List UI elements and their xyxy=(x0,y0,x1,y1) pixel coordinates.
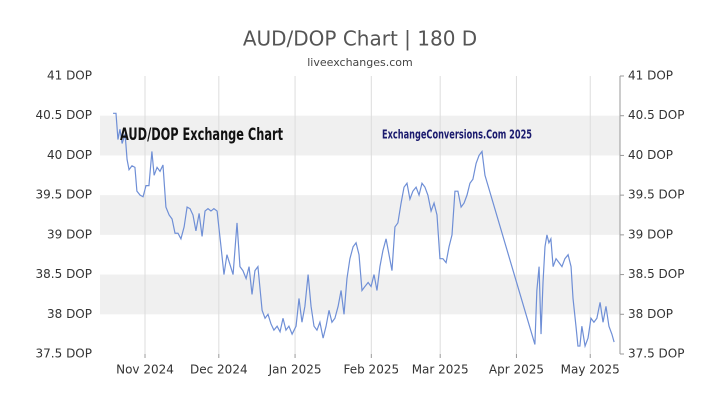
y2-tick-label: 39 DOP xyxy=(628,227,673,241)
grid-band xyxy=(100,195,620,235)
y2-tick-label: 38 DOP xyxy=(628,307,673,321)
x-tick-label: Apr 2025 xyxy=(489,363,544,377)
x-tick-label: Mar 2025 xyxy=(412,363,469,377)
grid-band xyxy=(100,274,620,315)
y-tick-label: 38.5 DOP xyxy=(36,267,92,281)
x-tick-label: Feb 2025 xyxy=(344,363,400,377)
annotation: AUD/DOP Exchange Chart xyxy=(120,125,283,145)
y2-tick-label: 40.5 DOP xyxy=(628,108,684,122)
y-tick-label: 40 DOP xyxy=(47,148,92,162)
data-line xyxy=(113,112,615,349)
y-tick-label: 41 DOP xyxy=(47,69,92,83)
annotation: ExchangeConversions.Com 2025 xyxy=(382,128,532,142)
y2-tick-label: 37.5 DOP xyxy=(628,347,684,361)
plot-area: 37.5 DOP 37.5 DOP 38 DOP 38 DOP 38.5 DOP 38.5… xyxy=(36,69,685,377)
x-tick-label: Dec 2024 xyxy=(190,363,248,377)
y-tick-label: 38 DOP xyxy=(47,307,92,321)
x-tick-label: Jan 2025 xyxy=(268,363,322,377)
grid-band xyxy=(100,115,620,156)
y2-tick-label: 39.5 DOP xyxy=(628,188,684,202)
y-tick-label: 40.5 DOP xyxy=(36,108,92,122)
y2-tick-label: 41 DOP xyxy=(628,69,673,83)
x-tick-label: May 2025 xyxy=(561,363,620,377)
x-tick-label: Nov 2024 xyxy=(116,363,174,377)
chart-subtitle: liveexchanges.com xyxy=(307,56,412,69)
chart-title: AUD/DOP Chart | 180 D xyxy=(243,27,477,51)
y-tick-label: 39.5 DOP xyxy=(36,188,92,202)
y2-tick-label: 38.5 DOP xyxy=(628,267,684,281)
y-tick-label: 39 DOP xyxy=(47,227,92,241)
y2-tick-label: 40 DOP xyxy=(628,148,673,162)
y-tick-label: 37.5 DOP xyxy=(36,347,92,361)
